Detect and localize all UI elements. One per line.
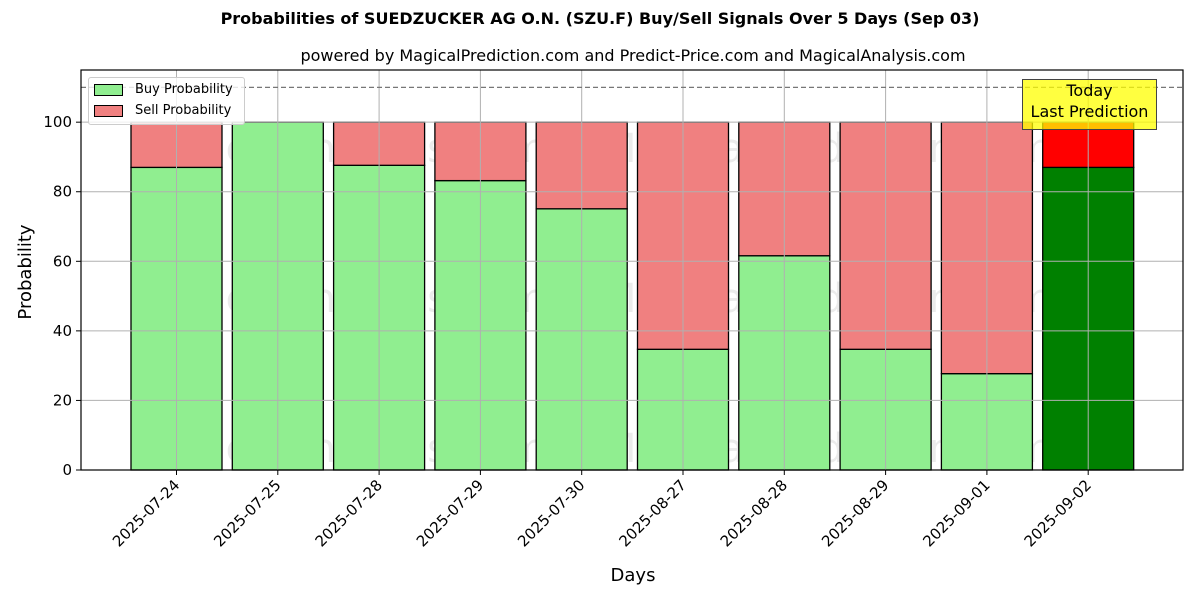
x-tick-label: 2025-08-27 <box>615 476 689 550</box>
x-tick-label: 2025-07-24 <box>109 476 183 550</box>
annotation-line-2: Last Prediction <box>1030 102 1149 121</box>
today-annotation: Today Last Prediction <box>1022 79 1157 130</box>
x-tick-label: 2025-07-29 <box>413 476 487 550</box>
x-tick-label: 2025-07-30 <box>514 476 588 550</box>
y-tick-label: 0 <box>62 461 72 479</box>
chart-title: Probabilities of SUEDZUCKER AG O.N. (SZU… <box>220 9 980 28</box>
x-tick-label: 2025-09-01 <box>919 476 993 550</box>
x-axis-label: Days <box>611 565 656 586</box>
y-tick-label: 60 <box>53 252 72 270</box>
y-axis-label: Probability <box>15 224 36 319</box>
x-tick-label: 2025-08-28 <box>717 476 791 550</box>
legend-buy-label: Buy Probability <box>135 82 233 97</box>
legend: Buy Probability Sell Probability <box>88 77 245 125</box>
x-tick-label: 2025-08-29 <box>818 476 892 550</box>
x-tick-label: 2025-09-02 <box>1021 476 1095 550</box>
y-tick-label: 100 <box>43 113 72 131</box>
buy-swatch-icon <box>94 83 123 96</box>
legend-sell-label: Sell Probability <box>135 103 232 118</box>
y-tick-label: 40 <box>53 322 72 340</box>
legend-item-sell: Sell Probability <box>94 103 231 118</box>
y-tick-label: 80 <box>53 183 72 201</box>
x-tick-label: 2025-07-28 <box>312 476 386 550</box>
annotation-line-1: Today <box>1066 81 1113 100</box>
sell-swatch-icon <box>94 104 123 117</box>
plot-frame <box>80 69 1184 471</box>
y-tick-label: 20 <box>53 391 72 409</box>
x-tick-label: 2025-07-25 <box>210 476 284 550</box>
legend-item-buy: Buy Probability <box>94 82 233 97</box>
chart-subtitle: powered by MagicalPrediction.com and Pre… <box>300 46 966 65</box>
